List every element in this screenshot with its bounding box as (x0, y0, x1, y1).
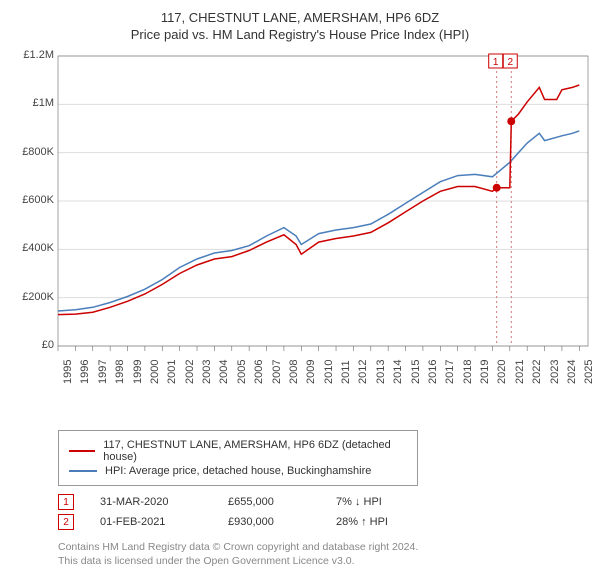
x-axis-label: 2007 (271, 360, 283, 384)
y-axis-label: £1.2M (8, 49, 54, 61)
y-axis-label: £0 (8, 339, 54, 351)
x-axis-label: 2000 (149, 360, 161, 384)
x-axis-label: 2008 (288, 360, 300, 384)
sale-row: 2 01-FEB-2021 £930,000 28% ↑ HPI (58, 514, 592, 530)
x-axis-label: 2010 (323, 360, 335, 384)
y-axis-label: £600K (8, 194, 54, 206)
x-axis-label: 2015 (410, 360, 422, 384)
attribution-line1: Contains HM Land Registry data © Crown c… (58, 540, 592, 554)
legend-item: 117, CHESTNUT LANE, AMERSHAM, HP6 6DZ (d… (69, 439, 407, 463)
sale-price: £930,000 (228, 516, 318, 528)
page-title-address: 117, CHESTNUT LANE, AMERSHAM, HP6 6DZ (8, 10, 592, 25)
sale-delta: 7% ↓ HPI (336, 496, 382, 508)
x-axis-label: 2025 (583, 360, 595, 384)
x-axis-label: 2017 (444, 360, 456, 384)
y-axis-label: £1M (8, 97, 54, 109)
x-axis-label: 2006 (253, 360, 265, 384)
legend: 117, CHESTNUT LANE, AMERSHAM, HP6 6DZ (d… (58, 430, 418, 486)
y-axis-label: £400K (8, 242, 54, 254)
x-axis-label: 2005 (236, 360, 248, 384)
sale-delta: 28% ↑ HPI (336, 516, 388, 528)
x-axis-label: 2012 (357, 360, 369, 384)
legend-swatch (69, 470, 97, 472)
sale-price: £655,000 (228, 496, 318, 508)
x-axis-label: 2023 (549, 360, 561, 384)
sale-row: 1 31-MAR-2020 £655,000 7% ↓ HPI (58, 494, 592, 510)
x-axis-label: 2014 (392, 360, 404, 384)
sale-date: 01-FEB-2021 (100, 516, 210, 528)
x-axis-label: 2011 (340, 360, 352, 384)
x-axis-label: 2016 (427, 360, 439, 384)
x-axis-label: 2019 (479, 360, 491, 384)
x-axis-label: 2002 (184, 360, 196, 384)
x-axis-label: 2021 (514, 360, 526, 384)
legend-label: HPI: Average price, detached house, Buck… (105, 465, 371, 477)
attribution: Contains HM Land Registry data © Crown c… (58, 540, 592, 568)
x-axis-label: 1999 (132, 360, 144, 384)
x-axis-label: 2003 (201, 360, 213, 384)
x-axis-label: 2018 (462, 360, 474, 384)
svg-text:2: 2 (507, 57, 513, 68)
legend-swatch (69, 450, 95, 452)
x-axis-label: 2004 (218, 360, 230, 384)
x-axis-label: 1997 (97, 360, 109, 384)
y-axis-label: £200K (8, 291, 54, 303)
x-axis-label: 2022 (531, 360, 543, 384)
x-axis-label: 2020 (496, 360, 508, 384)
sale-badge: 2 (58, 514, 74, 530)
sale-date: 31-MAR-2020 (100, 496, 210, 508)
x-axis-label: 1996 (79, 360, 91, 384)
price-chart: 12 £0 £200K £400K £600K £800K £1M £1.2M 1995 199… (8, 48, 592, 388)
legend-item: HPI: Average price, detached house, Buck… (69, 465, 407, 477)
page-title-sub: Price paid vs. HM Land Registry's House … (8, 27, 592, 42)
svg-text:1: 1 (493, 57, 499, 68)
sale-badge: 1 (58, 494, 74, 510)
attribution-line2: This data is licensed under the Open Gov… (58, 554, 592, 568)
x-axis-label: 2009 (305, 360, 317, 384)
x-axis-label: 2001 (166, 360, 178, 384)
legend-label: 117, CHESTNUT LANE, AMERSHAM, HP6 6DZ (d… (103, 439, 407, 463)
x-axis-label: 2013 (375, 360, 387, 384)
chart-svg: 12 (8, 48, 592, 388)
x-axis-label: 2024 (566, 360, 578, 384)
y-axis-label: £800K (8, 146, 54, 158)
x-axis-label: 1995 (62, 360, 74, 384)
x-axis-label: 1998 (114, 360, 126, 384)
